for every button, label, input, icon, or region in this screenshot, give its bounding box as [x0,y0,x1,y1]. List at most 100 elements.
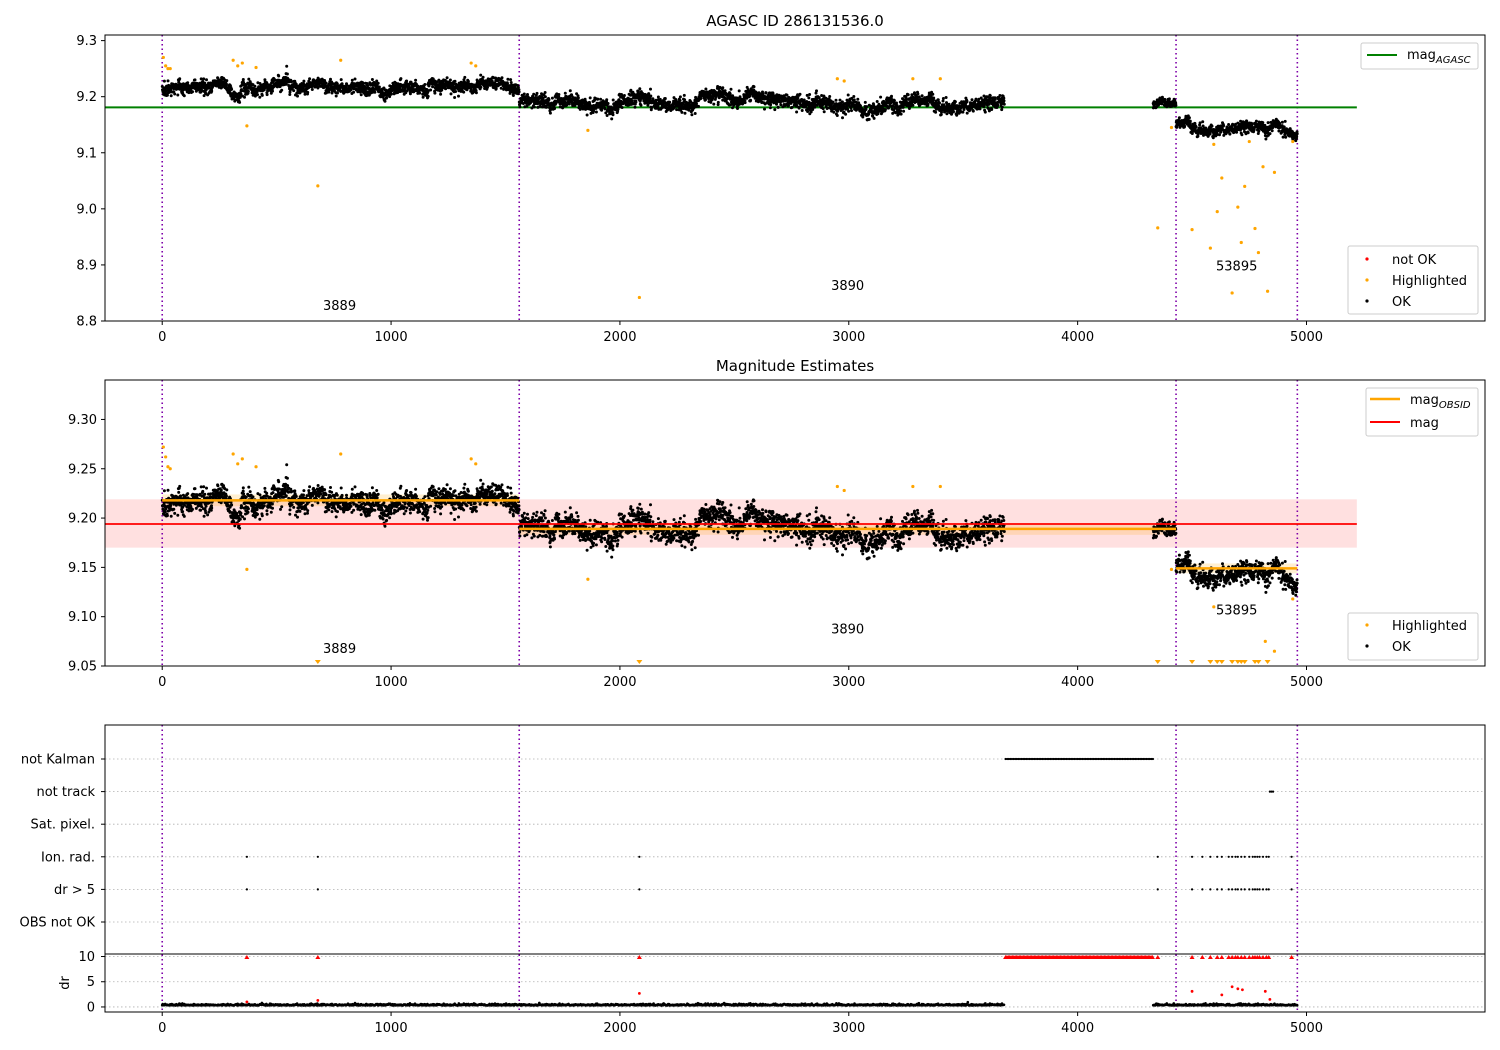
ok-point [186,81,190,85]
ok-point [1000,108,1004,112]
ok-point [899,109,903,113]
ok-point [764,91,768,95]
y-tick-label: 8.8 [76,315,97,330]
ok-point [895,101,898,105]
highlighted-point [1215,210,1219,214]
ok-point [517,90,521,94]
ok-point [230,503,234,507]
ok-point [550,96,554,100]
ok-point [481,75,485,79]
ok-point [474,91,478,95]
ok-point [193,487,197,491]
ok-point [303,92,307,96]
ok-point [938,101,941,105]
ok-point [965,111,969,115]
x-tick-label: 1000 [375,330,408,345]
highlighted-point [168,67,172,71]
ok-point [576,96,580,100]
ok-point [678,99,682,102]
highlighted-point [1239,240,1243,245]
ok-point [173,92,177,96]
ok-point [166,79,170,83]
ok-point [202,514,206,518]
ok-point [241,78,245,81]
ok-point [162,79,166,83]
ok-point [663,97,667,100]
ok-point [202,77,206,81]
ok-point [224,494,228,498]
ok-point [821,107,825,111]
ok-point [241,486,245,490]
ok-point [1222,124,1226,127]
highlighted-point [1261,165,1265,169]
ok-point [563,91,567,95]
ok-point [1163,97,1167,101]
ok-point [875,100,879,103]
ok-point [704,87,708,91]
ok-point [716,100,720,104]
ok-point [429,88,433,92]
ok-point [203,81,207,85]
ok-point [230,87,234,91]
ok-point [388,95,392,99]
highlighted-point [911,77,915,81]
highlighted-point [1272,170,1277,174]
highlighted-point [1291,139,1295,144]
ok-point [1270,129,1274,133]
y-tick-label: 9.0 [76,202,97,217]
ok-point [260,93,264,97]
ok-point [336,91,339,95]
ok-point [834,98,838,102]
ok-point [191,90,194,94]
panel1-title: AGASC ID 286131536.0 [706,12,884,30]
highlighted-point [316,184,320,188]
ok-point [594,110,598,114]
ok-point [363,85,367,88]
ok-point [605,98,609,102]
ok-point [340,82,344,86]
ok-point [199,77,203,81]
ok-point [246,89,250,93]
x-tick-label: 0 [158,330,166,345]
ok-point [288,93,292,96]
ok-point [191,507,194,511]
highlighted-point [339,58,343,62]
ok-point [639,103,643,107]
ok-point [1280,120,1284,124]
ok-point [448,78,452,82]
ok-point [1167,97,1171,101]
ok-point [557,93,561,96]
highlighted-point [1256,250,1261,255]
ok-point [547,98,551,102]
ok-point [210,89,214,93]
ok-point [890,94,893,98]
highlighted-point [1243,184,1247,189]
ok-point [543,95,547,99]
ok-point [349,88,353,92]
ok-point [324,81,328,85]
ok-point [500,76,504,80]
ok-point [377,85,381,89]
ok-point [224,82,228,86]
highlighted-point [586,128,590,132]
ok-point [238,95,242,99]
ok-point [173,511,177,515]
ok-point [649,94,653,98]
ok-point [506,77,510,81]
ok-point [996,103,1000,107]
highlighted-point [161,55,165,60]
ok-point [178,484,182,488]
ok-point [518,105,522,109]
ok-point [872,116,876,120]
ok-point [532,105,536,109]
ok-point [863,100,867,104]
ok-point [193,78,197,82]
legend-mag-agasc-label: mag [1407,48,1436,63]
ok-point [453,96,457,99]
ok-point [1257,129,1261,133]
ok-point [383,99,387,103]
ok-point [936,98,940,102]
